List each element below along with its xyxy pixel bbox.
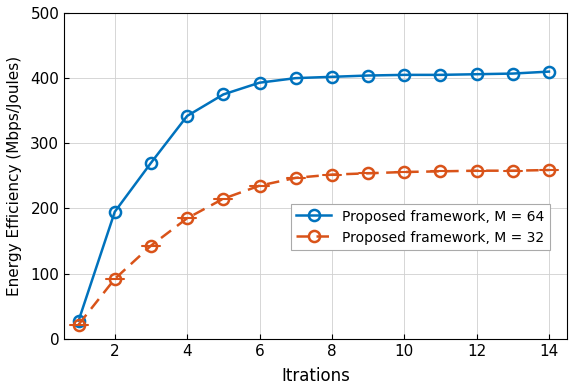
X-axis label: Itrations: Itrations (281, 367, 350, 385)
Y-axis label: Energy Efficiency (Mbps/Joules): Energy Efficiency (Mbps/Joules) (7, 56, 22, 296)
Legend: Proposed framework, M = 64, Proposed framework, M = 32: Proposed framework, M = 64, Proposed fra… (291, 204, 550, 250)
